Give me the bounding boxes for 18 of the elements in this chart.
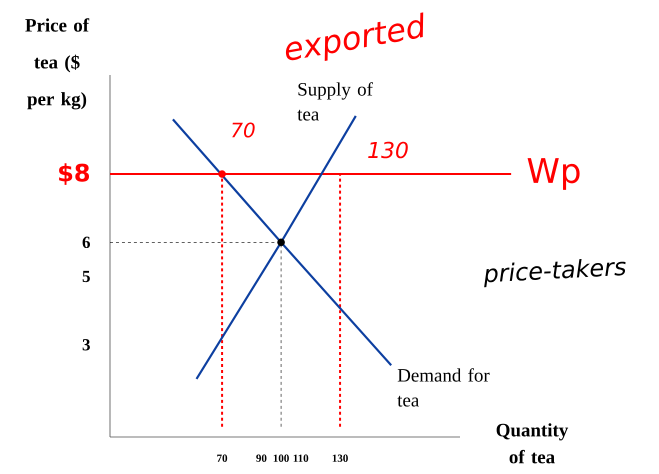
y-tick-label: 3 — [82, 339, 90, 350]
x-tick-label: 130 — [332, 454, 348, 462]
y-tick-label: 5 — [82, 270, 90, 282]
text: exported — [286, 12, 424, 61]
annotation: 130 — [368, 142, 408, 158]
x-tick-label: 100 — [274, 454, 289, 462]
series-label: Supply of tea — [297, 82, 373, 121]
x-axis-title: Quantity of tea — [496, 423, 568, 464]
text: price-takers — [484, 259, 626, 288]
x-tick-label: 70 — [217, 454, 228, 462]
ref-line-label: Wp — [528, 158, 580, 190]
series-label: Demand for tea — [397, 368, 490, 407]
y-tick-label: $8 — [59, 163, 90, 185]
y-tick-label: 6 — [82, 236, 90, 248]
x-tick-label: 90 — [256, 454, 266, 462]
x-tick-label: 110 — [294, 454, 308, 462]
annotation: 70 — [232, 122, 255, 138]
text: Price of tea ($ per kg) — [25, 18, 90, 110]
